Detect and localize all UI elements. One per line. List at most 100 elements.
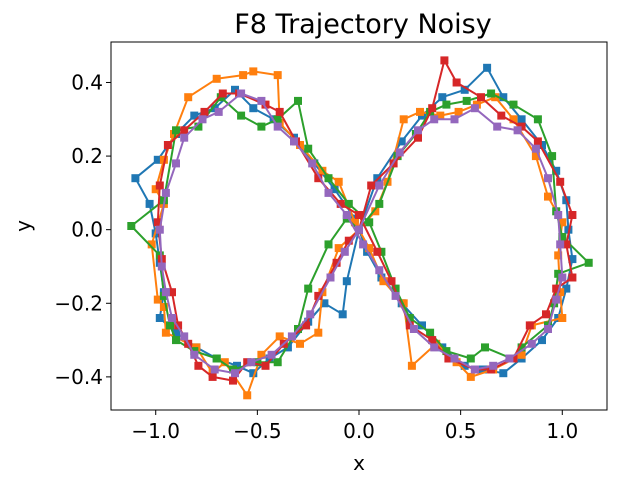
series-3-point-20 <box>466 354 475 363</box>
series-5-point-9 <box>531 144 540 153</box>
series-2-point-35 <box>184 93 193 102</box>
series-3-point-14 <box>554 269 563 278</box>
series-2-point-51 <box>314 328 323 337</box>
series-5-point-51 <box>340 247 349 256</box>
series-1-point-34 <box>190 111 199 120</box>
series-3-point-46 <box>253 358 262 367</box>
series-1-point-18 <box>499 369 508 378</box>
series-4-point-8 <box>497 111 506 120</box>
series-1-point-52 <box>338 310 347 319</box>
series-2-point-5 <box>436 111 445 120</box>
series-2-point-17 <box>517 350 526 359</box>
series-4-point-35 <box>180 126 189 135</box>
series-5-point-11 <box>554 211 563 219</box>
series-3-point-38 <box>127 222 136 230</box>
series-4-point-23 <box>405 321 414 330</box>
series-4-point-51 <box>332 258 341 267</box>
series-5-point-35 <box>180 133 189 142</box>
series-3-point-32 <box>257 122 266 131</box>
series-4-point-6 <box>452 78 461 87</box>
series-5-point-7 <box>493 122 502 131</box>
series-4-point-49 <box>302 321 311 330</box>
series-4-point-38 <box>153 218 162 227</box>
series-4-point-28 <box>314 174 323 183</box>
series-1-point-6 <box>483 63 492 72</box>
series-1-point-2 <box>397 137 406 146</box>
series-1-point-7 <box>499 93 508 102</box>
x-tick-label: −0.5 <box>233 419 282 443</box>
series-4-point-26 <box>355 211 363 219</box>
series-3-point-29 <box>304 144 313 153</box>
series-5-point-1 <box>375 181 384 190</box>
series-1-point-36 <box>153 155 162 164</box>
series-4-point-37 <box>155 181 164 190</box>
series-2-point-40 <box>147 240 156 249</box>
series-2-point-27 <box>334 177 343 186</box>
y-tick-label: 0.4 <box>71 70 103 94</box>
series-5-point-21 <box>430 343 439 352</box>
series-5-point-43 <box>190 350 199 359</box>
series-4-point-10 <box>533 137 542 146</box>
series-4-point-12 <box>568 211 577 219</box>
series-5-point-52 <box>355 225 363 234</box>
y-tick-label: −0.2 <box>54 291 103 315</box>
series-5-point-44 <box>210 365 219 374</box>
series-layer <box>127 56 593 400</box>
series-3-point-49 <box>304 284 313 293</box>
series-3-point-31 <box>273 115 282 124</box>
series-2-point-46 <box>220 358 229 367</box>
series-4-point-5 <box>440 56 449 65</box>
series-5-point-28 <box>308 159 317 168</box>
x-tick-label: 0.0 <box>343 419 375 443</box>
series-5-point-3 <box>414 126 422 135</box>
series-5-point-15 <box>544 325 552 333</box>
series-5-point-20 <box>450 354 459 363</box>
series-3-point-27 <box>344 199 353 208</box>
series-4-point-24 <box>387 277 396 286</box>
series-1-point-31 <box>249 104 258 113</box>
series-1-point-37 <box>131 174 140 183</box>
series-5-point-5 <box>450 115 459 124</box>
x-tick-label: 1.0 <box>546 419 578 443</box>
series-3-point-7 <box>487 89 496 98</box>
series-4-point-34 <box>200 107 209 116</box>
series-4-point-40 <box>168 288 176 297</box>
series-4-point-46 <box>243 358 252 367</box>
series-2-point-19 <box>466 372 475 381</box>
series-2-point-49 <box>275 332 284 341</box>
series-5-point-40 <box>161 288 170 297</box>
series-3-point-19 <box>481 343 489 352</box>
series-2-point-11 <box>544 192 552 201</box>
series-3-point-26 <box>365 218 374 227</box>
y-tick-label: 0.2 <box>71 144 103 168</box>
series-4-point-25 <box>373 247 382 256</box>
series-3-point-25 <box>377 247 386 256</box>
series-1-point-4 <box>438 93 447 102</box>
series-4-point-33 <box>218 89 227 98</box>
series-4-point-30 <box>275 107 284 116</box>
series-3-point-42 <box>172 336 180 345</box>
series-1-point-27 <box>330 185 339 194</box>
series-1-point-8 <box>517 115 526 124</box>
series-5-point-39 <box>157 262 166 271</box>
series-4-point-21 <box>444 354 453 363</box>
series-5-point-10 <box>544 174 552 183</box>
series-1-point-32 <box>231 85 239 94</box>
series-2-point-53 <box>334 244 343 253</box>
series-5-point-8 <box>513 126 522 135</box>
series-3-point-10 <box>548 152 557 161</box>
series-3-point-5 <box>442 100 451 109</box>
y-tick-label: 0.0 <box>71 218 103 242</box>
series-2-point-25 <box>365 244 374 253</box>
series-4-point-15 <box>552 284 561 293</box>
series-5-point-33 <box>214 107 223 116</box>
series-2-point-24 <box>379 277 388 286</box>
series-5-point-19 <box>470 365 479 374</box>
series-5-point-29 <box>290 137 298 146</box>
series-5-point-4 <box>430 115 439 124</box>
series-4-point-52 <box>344 236 353 245</box>
series-2-point-9 <box>509 115 518 124</box>
series-2-point-41 <box>153 295 162 304</box>
series-3-point-50 <box>324 240 333 249</box>
series-4-point-31 <box>261 100 270 109</box>
